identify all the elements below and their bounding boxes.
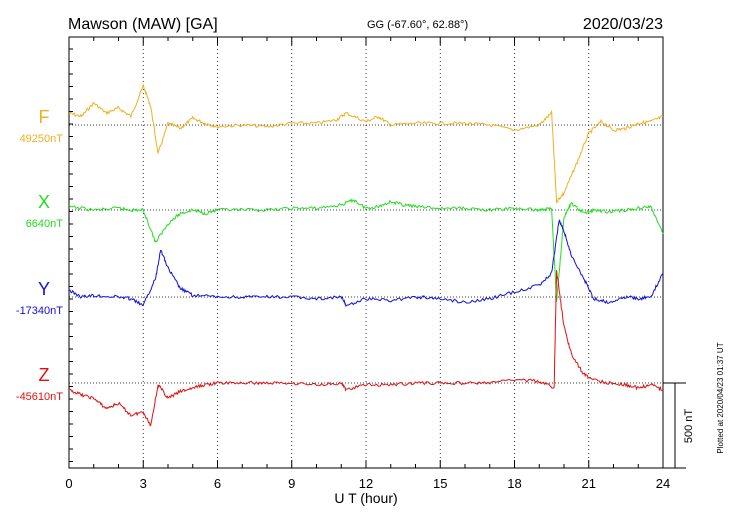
axis-ticks bbox=[68, 37, 664, 468]
x-tick-labels: 0 3 6 9 12 15 18 21 24 bbox=[65, 476, 670, 491]
x-tick-label: 3 bbox=[140, 476, 147, 491]
x-tick-label: 21 bbox=[582, 476, 596, 491]
coordinates-label: GG (-67.60°, 62.88°) bbox=[367, 19, 468, 31]
x-tick-label: 15 bbox=[433, 476, 447, 491]
scale-bar: 500 nT bbox=[663, 382, 695, 469]
x-tick-label: 18 bbox=[507, 476, 521, 491]
x-tick-label: 6 bbox=[214, 476, 221, 491]
baseline-label-z: -45610nT bbox=[16, 391, 63, 403]
station-title: Mawson (MAW) [GA] bbox=[68, 16, 218, 33]
series-name-y: Y bbox=[38, 279, 50, 299]
baseline-label-y: -17340nT bbox=[16, 305, 63, 317]
series-line-y bbox=[68, 219, 664, 307]
date-label: 2020/03/23 bbox=[583, 16, 663, 33]
baseline-label-f: 49250nT bbox=[20, 133, 64, 145]
series-name-f: F bbox=[39, 107, 50, 127]
series-lines bbox=[68, 83, 664, 427]
x-axis-label: U T (hour) bbox=[334, 490, 397, 506]
series-line-z bbox=[68, 270, 664, 427]
x-tick-label: 12 bbox=[359, 476, 373, 491]
x-tick-label: 9 bbox=[288, 476, 295, 491]
series-line-f bbox=[68, 83, 664, 204]
series-name-z: Z bbox=[39, 365, 50, 385]
baseline-label-x: 6640nT bbox=[26, 218, 64, 230]
series-labels: F 49250nT X 6640nT Y -17340nT Z -45610nT bbox=[16, 107, 63, 403]
series-name-x: X bbox=[38, 192, 50, 212]
baseline-grid bbox=[69, 37, 663, 468]
plotted-timestamp: Plotted at 2020/04/23 01:37 UT bbox=[716, 342, 725, 453]
series-line-x bbox=[68, 197, 664, 302]
scale-bar-label: 500 nT bbox=[683, 409, 695, 444]
x-tick-label: 0 bbox=[65, 476, 72, 491]
x-tick-label: 24 bbox=[656, 476, 670, 491]
